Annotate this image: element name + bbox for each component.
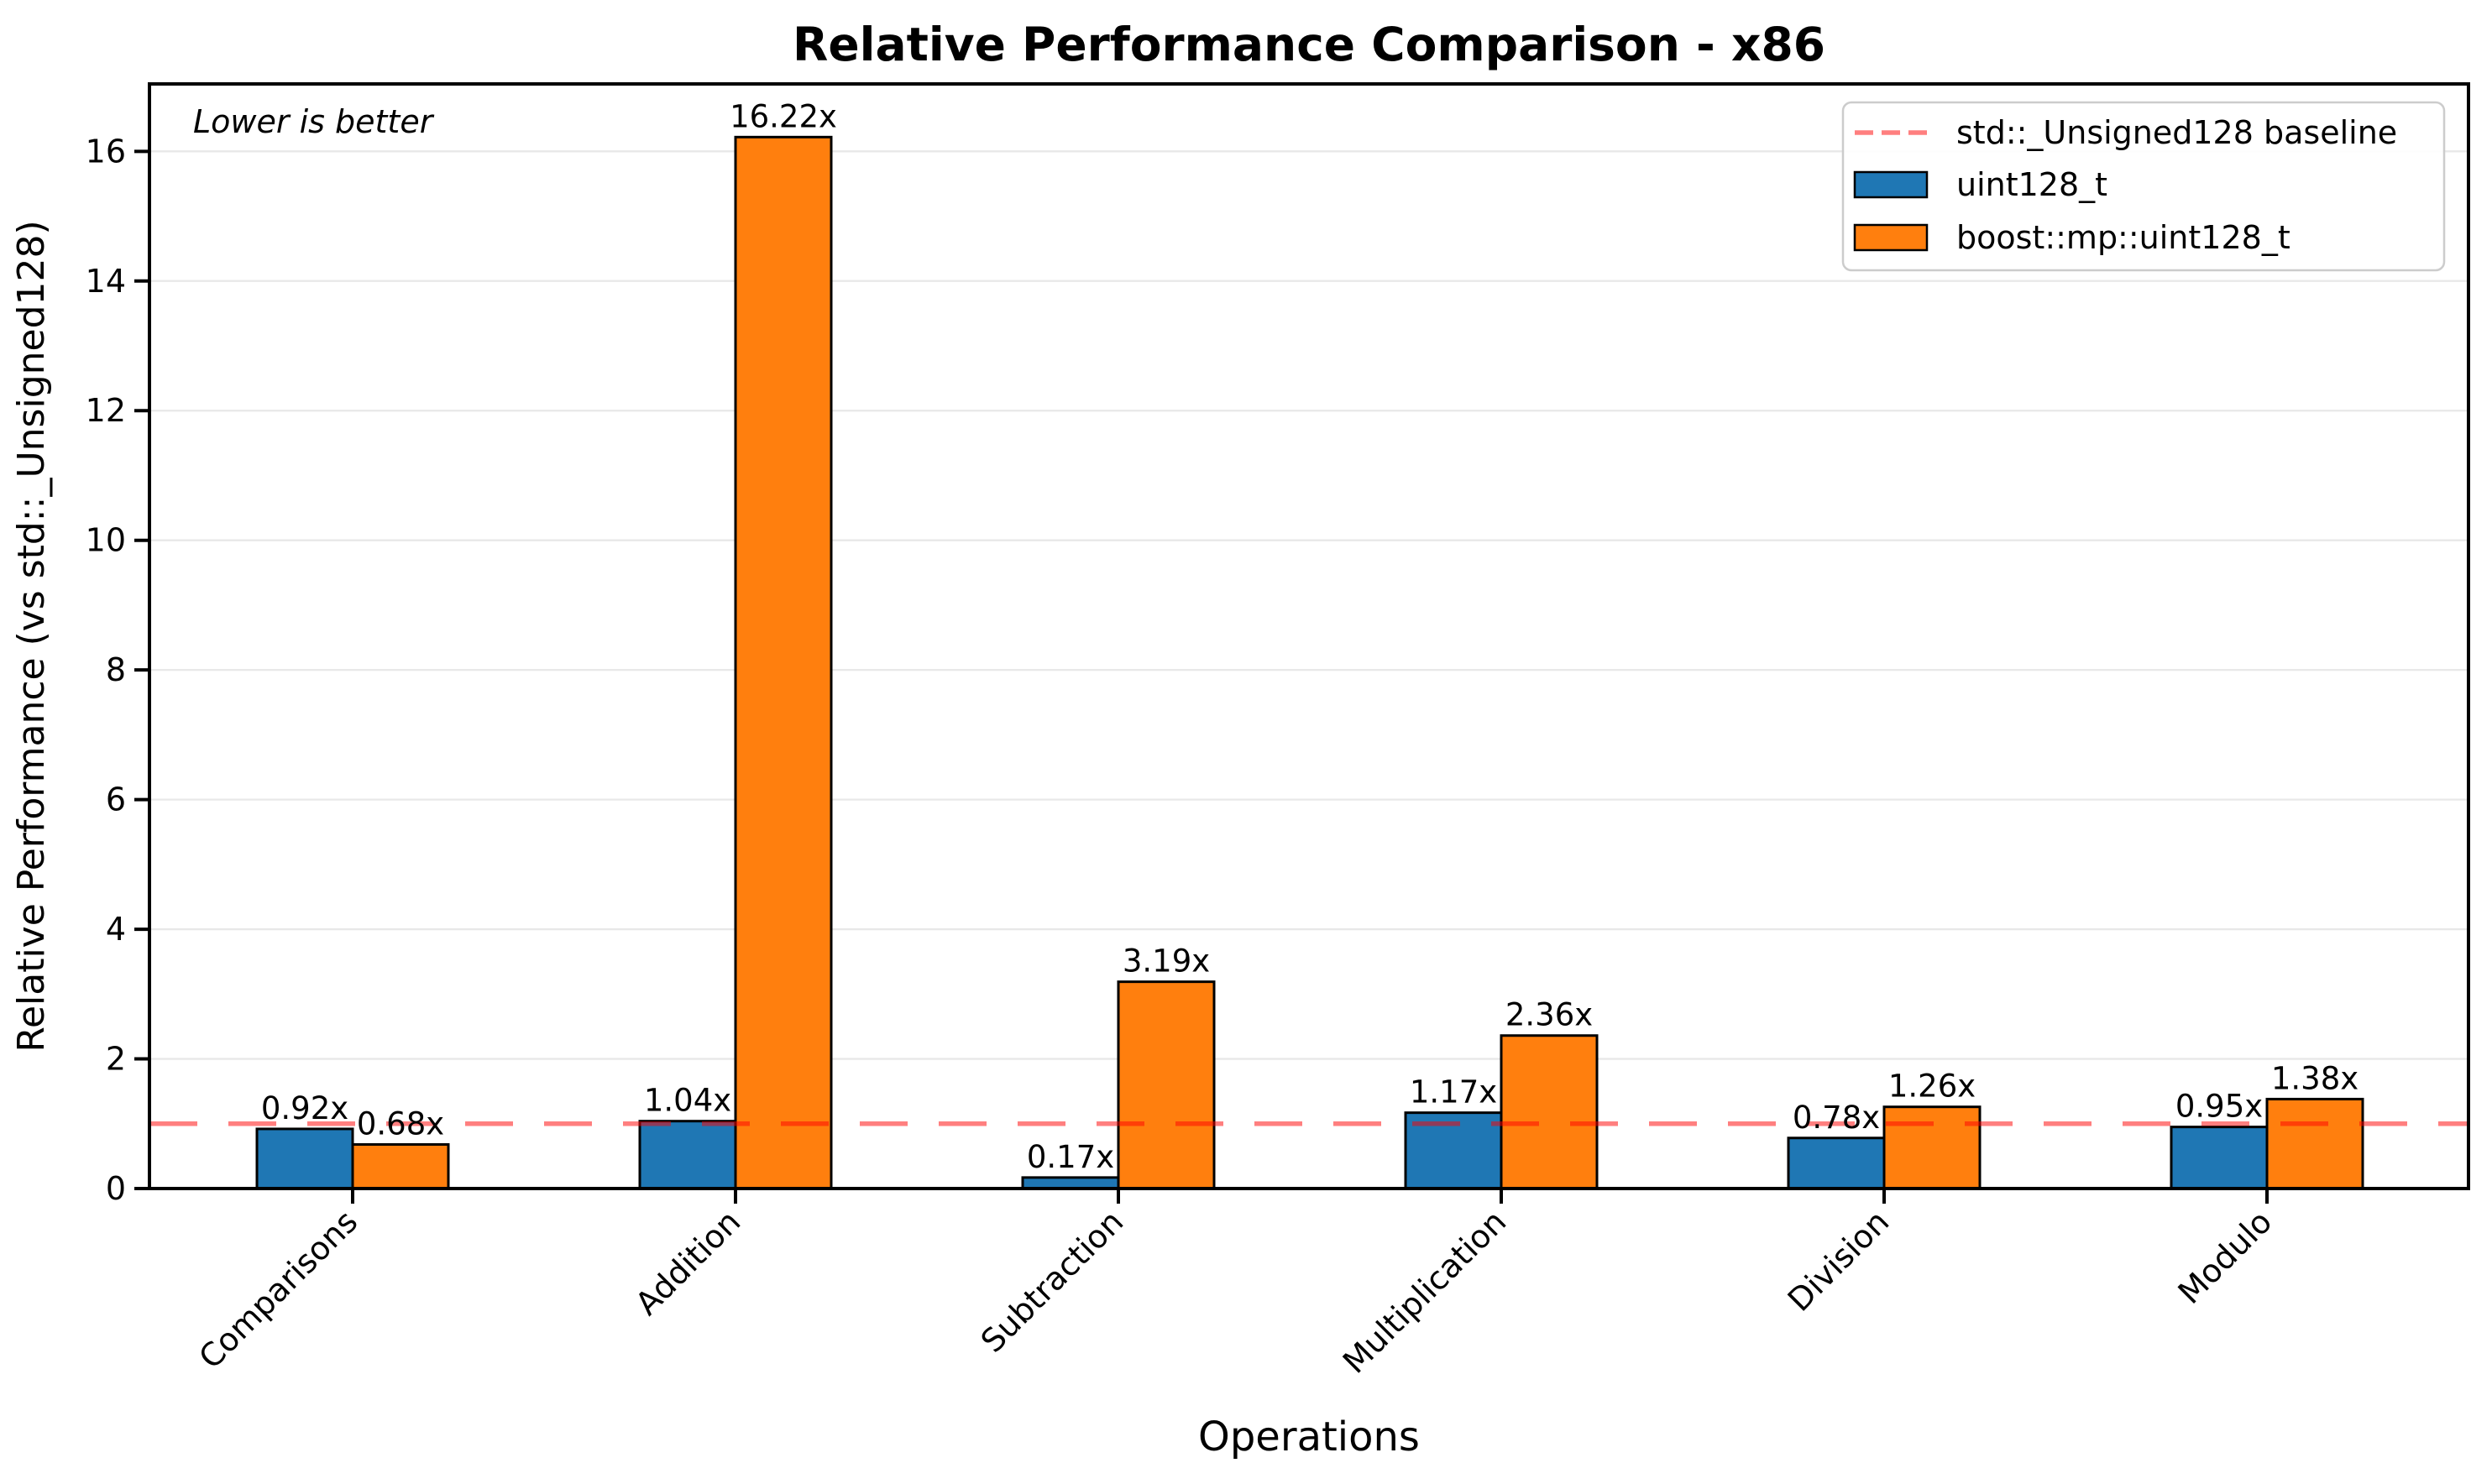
x-tick-label-subtraction: Subtraction xyxy=(974,1203,1131,1360)
plot-border xyxy=(148,82,2470,1190)
bars xyxy=(255,135,2364,1190)
bar-value-label: 0.68x xyxy=(357,1105,444,1142)
y-tick-label: 14 xyxy=(86,263,126,300)
y-tick-label: 0 xyxy=(106,1170,126,1207)
chart-title: Relative Performance Comparison - x86 xyxy=(793,18,1825,71)
bar-value-label: 0.92x xyxy=(261,1090,348,1126)
legend-box xyxy=(1841,101,2446,272)
legend: std::_Unsigned128 baseline uint128_t boo… xyxy=(1841,101,2446,272)
bar-boost-mp-uint128-t-multiplication xyxy=(1500,1034,1599,1190)
y-tick-label: 2 xyxy=(106,1041,126,1078)
legend-label-baseline: std::_Unsigned128 baseline xyxy=(1956,114,2397,151)
bar-boost-mp-uint128-t-modulo xyxy=(2265,1097,2364,1190)
bar-value-label: 2.36x xyxy=(1505,997,1593,1033)
y-tick-label: 10 xyxy=(86,522,126,559)
bar-boost-mp-uint128-t-subtraction xyxy=(1117,980,1216,1190)
bar-boost-mp-uint128-t-addition xyxy=(734,135,833,1190)
bar-value-labels: 0.92x 0.68x 1.04x 16.22x 0.17x 3.19x 1.17x 2.36… xyxy=(261,98,2358,1175)
legend-label-boost: boost::mp::uint128_t xyxy=(1956,219,2290,256)
bar-boost-mp-uint128-t-comparisons xyxy=(351,1142,450,1190)
axis-ticks: 0 2 4 6 8 10 12 14 16 Comparisons Addition Subtract… xyxy=(86,133,2280,1380)
bar-value-label: 1.17x xyxy=(1410,1074,1497,1110)
y-tick-label: 4 xyxy=(106,911,126,948)
bar-value-label: 1.38x xyxy=(2271,1060,2358,1096)
legend-swatch-uint128 xyxy=(1853,170,1929,199)
bar-value-label: 1.26x xyxy=(1888,1069,1976,1105)
bar-uint128-t-modulo xyxy=(2170,1126,2269,1190)
annotation: Lower is better xyxy=(193,103,435,140)
y-axis-label: Relative Performance (vs std::_Unsigned1… xyxy=(10,220,53,1052)
x-tick-label-addition: Addition xyxy=(628,1203,747,1322)
y-tick-label: 16 xyxy=(86,133,126,170)
bar-uint128-t-addition xyxy=(638,1120,737,1190)
y-tick-label: 12 xyxy=(86,392,126,429)
y-tick-label: 6 xyxy=(106,781,126,818)
x-axis-label: Operations xyxy=(1198,1413,1420,1460)
x-tick-label-comparisons: Comparisons xyxy=(191,1203,364,1376)
bar-uint128-t-comparisons xyxy=(255,1127,354,1190)
x-tick-label-modulo: Modulo xyxy=(2171,1203,2280,1311)
bar-value-label: 16.22x xyxy=(730,98,837,134)
x-tick-label-multiplication: Multiplication xyxy=(1336,1203,1513,1380)
bar-value-label: 3.19x xyxy=(1123,943,1210,980)
bar-value-label: 1.04x xyxy=(644,1083,731,1119)
x-tick-label-division: Division xyxy=(1781,1203,1897,1319)
bar-value-label: 0.95x xyxy=(2175,1089,2263,1125)
bar-value-label: 0.17x xyxy=(1027,1139,1114,1175)
bar-boost-mp-uint128-t-division xyxy=(1882,1105,1982,1190)
legend-swatch-boost xyxy=(1853,223,1929,252)
bar-value-label: 0.78x xyxy=(1793,1100,1880,1136)
legend-label-uint128: uint128_t xyxy=(1956,166,2107,203)
y-tick-label: 8 xyxy=(106,651,126,688)
gridlines xyxy=(149,150,2468,1060)
bar-uint128-t-division xyxy=(1787,1137,1886,1190)
